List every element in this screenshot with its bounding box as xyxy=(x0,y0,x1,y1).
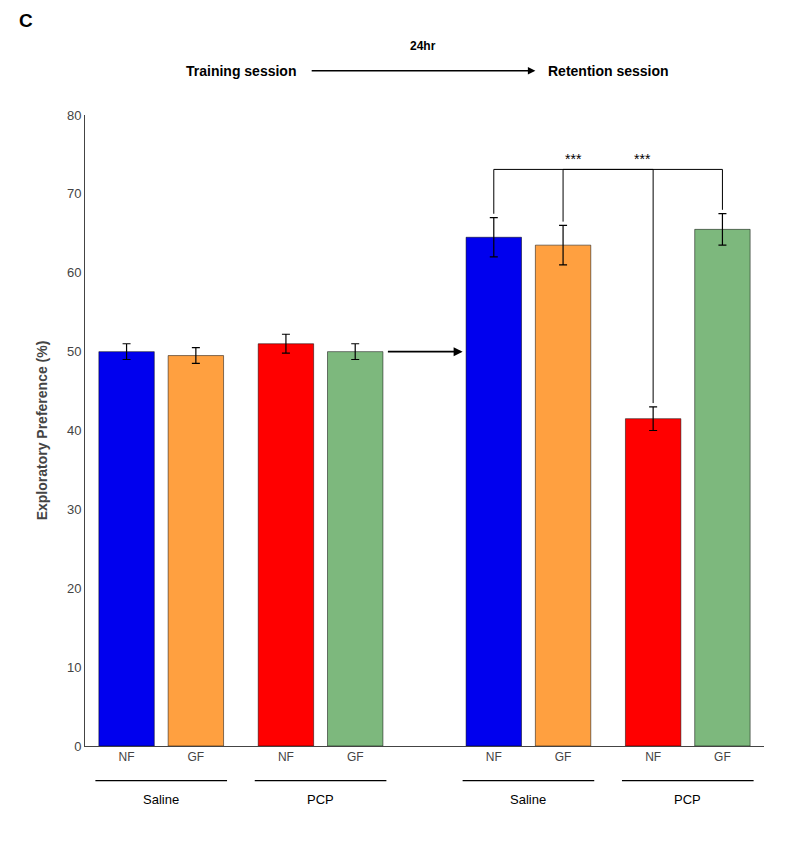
svg-text:NF: NF xyxy=(278,750,294,764)
svg-text:NF: NF xyxy=(119,750,135,764)
svg-text:C: C xyxy=(19,10,33,31)
svg-text:Saline: Saline xyxy=(510,792,546,807)
svg-text:Exploratory Preference (%): Exploratory Preference (%) xyxy=(34,341,50,521)
svg-text:Training session: Training session xyxy=(186,63,296,79)
svg-text:10: 10 xyxy=(67,660,81,675)
svg-text:70: 70 xyxy=(67,186,81,201)
svg-text:20: 20 xyxy=(67,581,81,596)
svg-text:NF: NF xyxy=(486,750,502,764)
svg-text:***: *** xyxy=(634,151,651,167)
svg-text:Saline: Saline xyxy=(143,792,179,807)
svg-text:0: 0 xyxy=(74,739,81,754)
svg-text:50: 50 xyxy=(67,344,81,359)
svg-text:24hr: 24hr xyxy=(410,39,436,53)
svg-text:GF: GF xyxy=(347,750,364,764)
svg-text:PCP: PCP xyxy=(674,792,701,807)
svg-text:30: 30 xyxy=(67,502,81,517)
svg-text:40: 40 xyxy=(67,423,81,438)
svg-text:NF: NF xyxy=(645,750,661,764)
svg-text:80: 80 xyxy=(67,108,81,123)
svg-text:PCP: PCP xyxy=(307,792,334,807)
svg-text:GF: GF xyxy=(714,750,731,764)
svg-text:GF: GF xyxy=(555,750,572,764)
svg-text:***: *** xyxy=(565,151,582,167)
svg-text:Retention session: Retention session xyxy=(548,63,669,79)
svg-text:60: 60 xyxy=(67,265,81,280)
svg-text:GF: GF xyxy=(188,750,205,764)
